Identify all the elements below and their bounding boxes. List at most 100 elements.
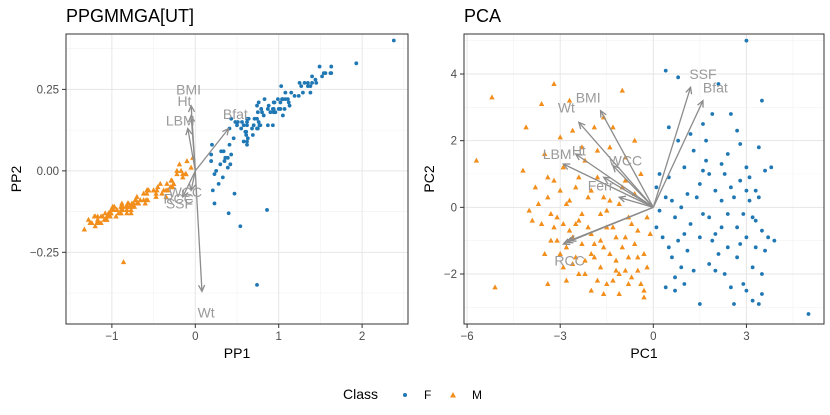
ppgmmga-point-f bbox=[255, 110, 260, 115]
ppgmmga-arrow-label-lbm: LBM bbox=[166, 112, 195, 128]
ppgmmga-point-m bbox=[118, 203, 124, 209]
pca-point-m bbox=[566, 227, 573, 233]
pca-arrow-label-ferr: Ferr bbox=[588, 178, 614, 194]
ppgmmga-point-m bbox=[157, 180, 163, 186]
ppgmmga-point-f bbox=[280, 97, 284, 102]
legend-m-label: M bbox=[472, 388, 482, 402]
pca-point-f bbox=[704, 138, 708, 143]
pca-point-f bbox=[760, 292, 764, 296]
pca-point-f bbox=[738, 242, 743, 246]
pca-title: PCA bbox=[464, 6, 501, 26]
ppgmmga-point-m bbox=[85, 216, 92, 222]
pca-point-m bbox=[489, 94, 495, 100]
legend-title: Class bbox=[343, 386, 378, 402]
pca-plot-area bbox=[463, 33, 825, 325]
pca-x-tick-label: −6 bbox=[461, 331, 474, 343]
ppgmmga-arrow-rcc bbox=[190, 170, 196, 191]
ppgmmga-point-f bbox=[212, 172, 217, 177]
pca-arrowhead-lbm bbox=[561, 163, 571, 170]
pca-point-f bbox=[725, 152, 730, 156]
pca-arrowhead-ferr bbox=[602, 176, 611, 184]
pca-point-m bbox=[560, 164, 567, 170]
ppgmmga-point-f bbox=[265, 107, 270, 111]
pca-point-f bbox=[673, 215, 677, 220]
ppgmmga-point-f bbox=[250, 126, 254, 131]
pca-arrow-label-wt: Wt bbox=[558, 99, 575, 115]
ppgmmga-point-m bbox=[170, 180, 177, 186]
ppgmmga-point-f bbox=[314, 80, 319, 85]
ppgmmga-point-f bbox=[255, 282, 259, 287]
pca-point-m bbox=[545, 281, 551, 286]
pca-point-f bbox=[682, 282, 687, 286]
ppgmmga-point-f bbox=[218, 162, 223, 167]
pca-point-m bbox=[622, 177, 629, 183]
ppgmmga-point-m bbox=[120, 206, 126, 212]
ppgmmga-point-f bbox=[245, 142, 249, 147]
ppgmmga-point-f bbox=[235, 120, 240, 124]
pca-point-f bbox=[713, 232, 718, 236]
pca-point-f bbox=[716, 82, 721, 86]
ppgmmga-point-m bbox=[170, 184, 176, 190]
pca-point-m bbox=[619, 87, 625, 93]
pca-point-m bbox=[563, 277, 570, 283]
pca-arrowhead-hg bbox=[565, 236, 574, 244]
pca-point-f bbox=[679, 205, 684, 210]
ppgmmga-point-f bbox=[317, 64, 322, 69]
ppgmmga-point-f bbox=[279, 84, 284, 89]
ppgmmga-arrowhead-bfat bbox=[222, 127, 230, 136]
ppgmmga-arrow-ht bbox=[190, 115, 196, 171]
pca-point-f bbox=[725, 245, 730, 250]
pca-point-m bbox=[622, 234, 629, 240]
pca-point-f bbox=[725, 212, 730, 216]
pca-point-m bbox=[566, 97, 573, 103]
ppgmmga-point-m bbox=[144, 190, 150, 196]
pca-point-f bbox=[719, 162, 724, 166]
pca-point-f bbox=[670, 255, 674, 260]
ppgmmga-arrow-ssf bbox=[182, 170, 196, 198]
ppgmmga-point-f bbox=[272, 100, 277, 105]
pca-point-f bbox=[735, 128, 740, 133]
pca-point-m bbox=[594, 147, 601, 153]
ppgmmga-point-f bbox=[262, 97, 267, 102]
pca-plot-border bbox=[463, 33, 825, 325]
pca-point-m bbox=[641, 294, 647, 300]
pca-point-m bbox=[566, 197, 573, 203]
pca-point-m bbox=[535, 201, 542, 206]
ppgmmga-point-f bbox=[391, 38, 396, 43]
pca-point-f bbox=[707, 172, 712, 176]
pca-point-m bbox=[604, 281, 610, 286]
pca-arrowhead-ht bbox=[574, 153, 583, 161]
ppgmmga-point-f bbox=[282, 107, 287, 111]
ppgmmga-point-f bbox=[232, 191, 237, 196]
pca-point-m bbox=[613, 267, 619, 273]
pca-gridlines bbox=[464, 34, 824, 324]
ppgmmga-point-m bbox=[105, 210, 112, 216]
pca-point-m bbox=[622, 267, 629, 273]
pca-point-m bbox=[569, 127, 576, 133]
ppgmmga-point-f bbox=[255, 103, 259, 108]
pca-point-m bbox=[551, 177, 557, 183]
pca-arrowhead-bfat bbox=[697, 99, 704, 108]
pca-point-m bbox=[619, 244, 625, 250]
pca-point-m bbox=[554, 214, 560, 220]
ppgmmga-point-f bbox=[306, 80, 310, 85]
ppgmmga-point-f bbox=[256, 120, 261, 124]
pca-point-m bbox=[613, 234, 619, 240]
pca-point-m bbox=[526, 207, 532, 213]
legend-f-label: F bbox=[424, 388, 431, 402]
ppgmmga-point-m bbox=[105, 213, 112, 219]
pca-point-f bbox=[682, 165, 687, 170]
pca-point-f bbox=[676, 138, 681, 143]
pca-arrowhead-ssf2 bbox=[617, 195, 627, 203]
pca-point-m bbox=[579, 241, 585, 246]
legend: Class F M bbox=[343, 386, 482, 402]
pca-point-f bbox=[660, 235, 665, 240]
pca-point-f bbox=[697, 235, 702, 240]
pca-point-m bbox=[600, 291, 607, 296]
ppgmmga-point-m bbox=[163, 193, 169, 199]
ppgmmga-title: PPGMMGA[UT] bbox=[66, 6, 194, 26]
pca-point-f bbox=[673, 275, 677, 280]
ppgmmga-point-f bbox=[235, 123, 239, 128]
pca-arrow-label-lbm: LBM bbox=[543, 146, 572, 162]
pca-point-m bbox=[557, 187, 563, 193]
